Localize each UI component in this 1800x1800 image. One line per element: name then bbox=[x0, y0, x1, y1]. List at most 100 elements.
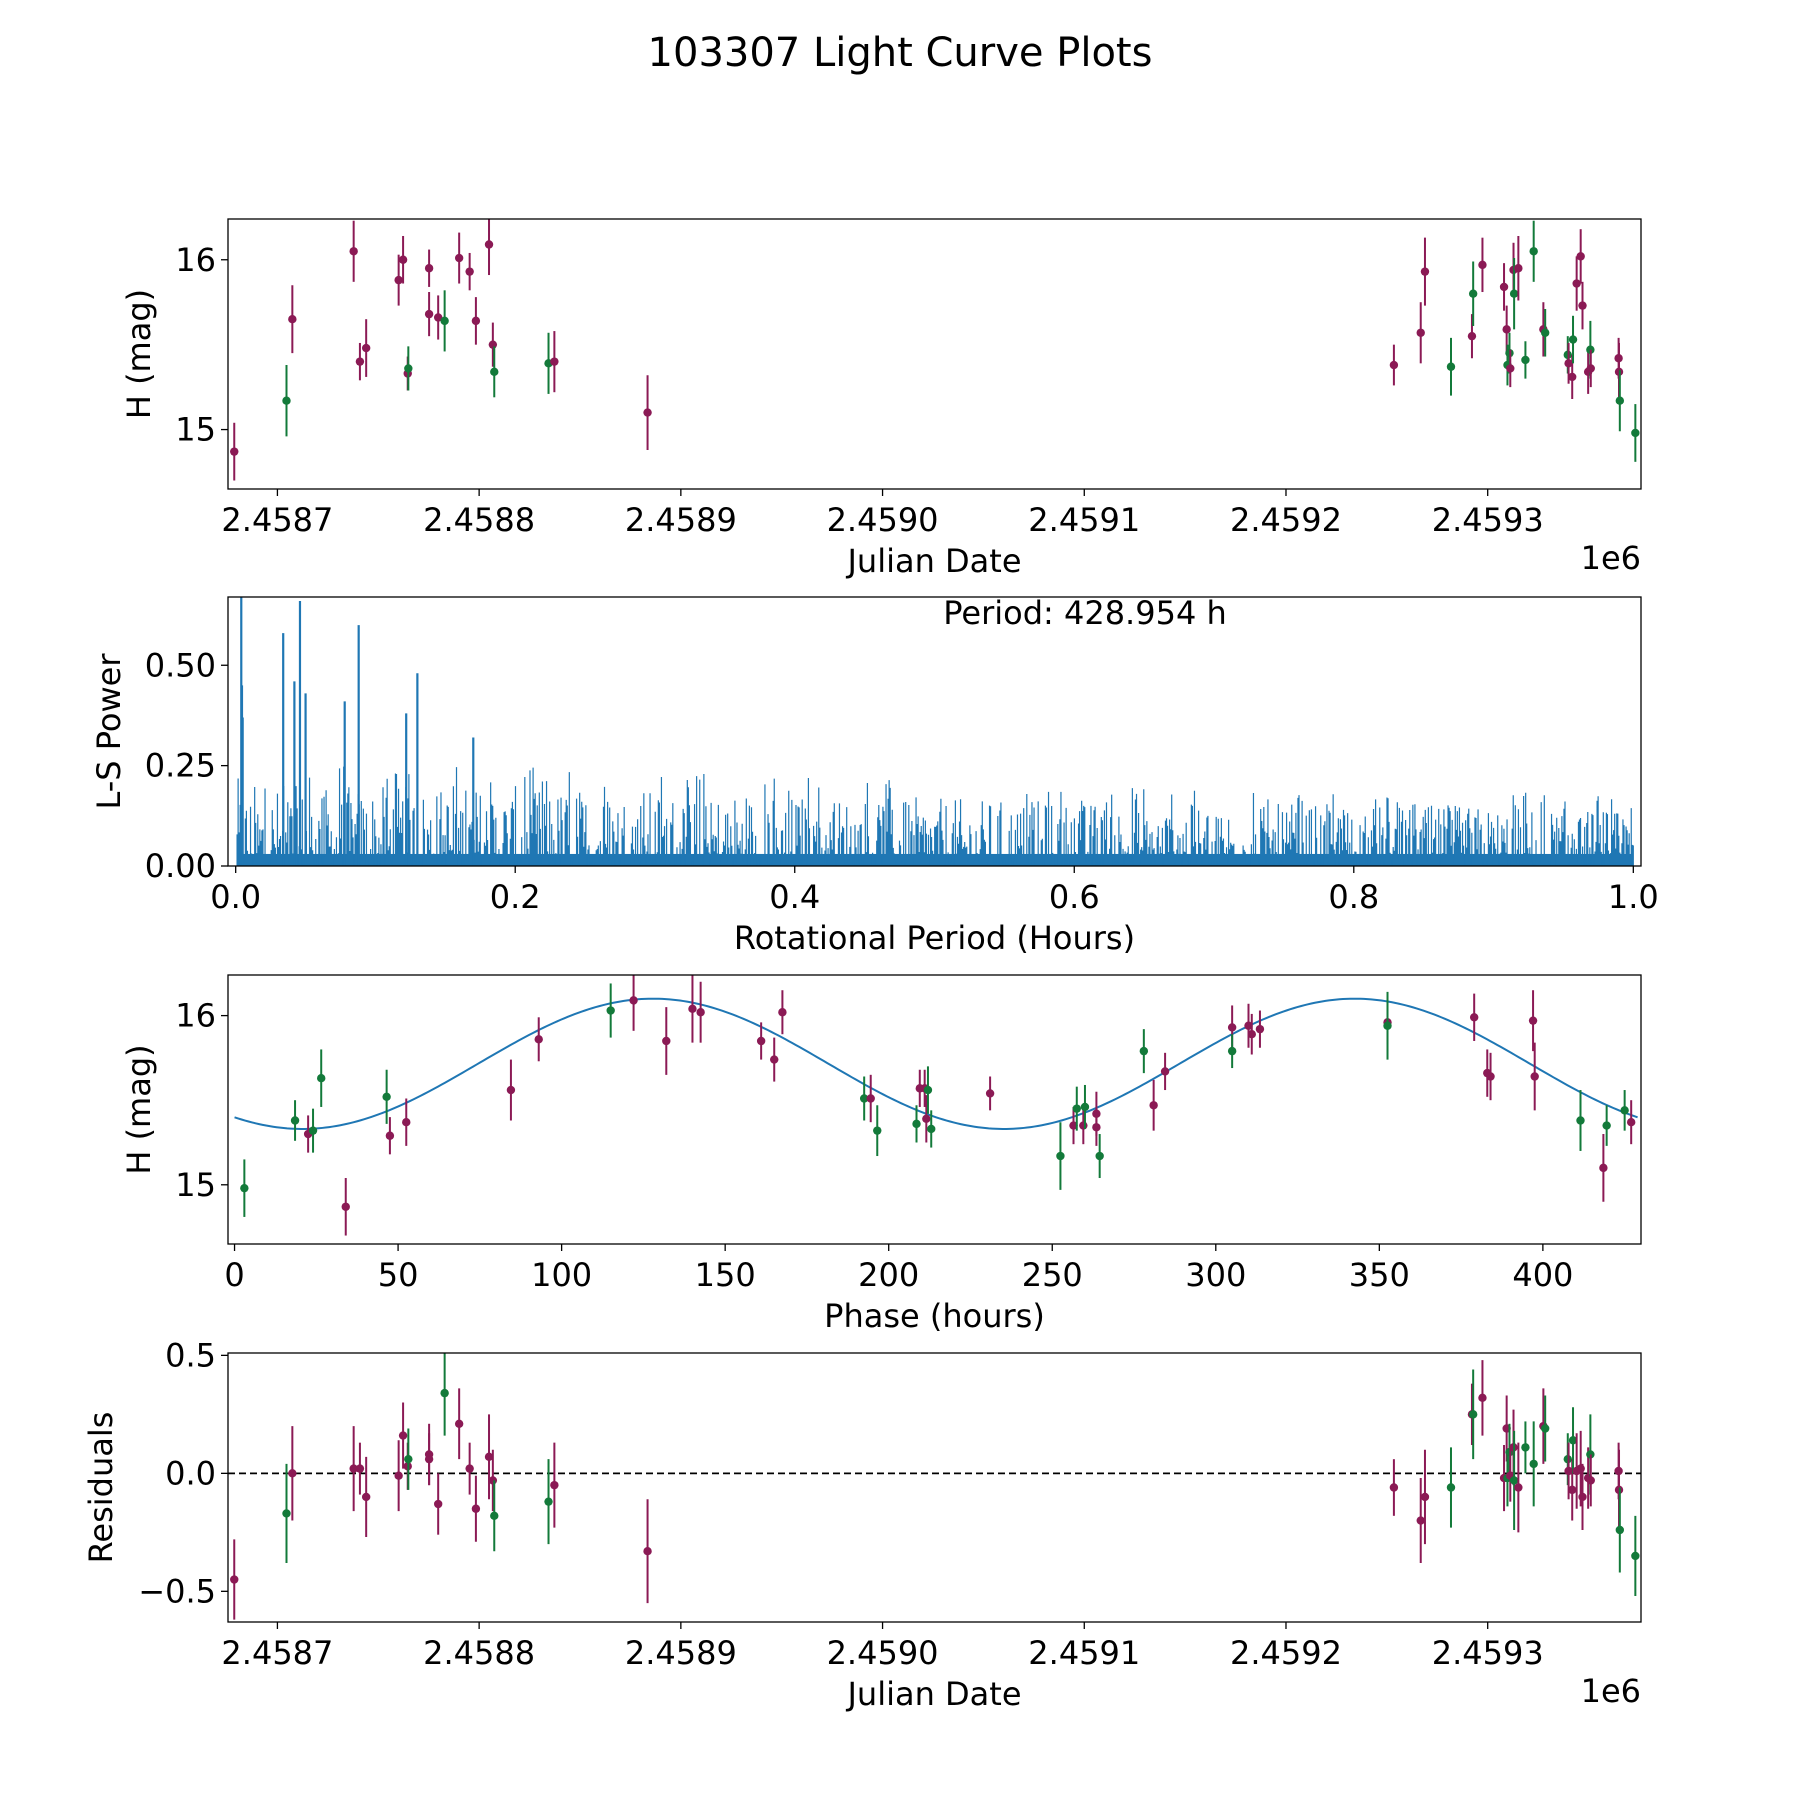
residuals-marker bbox=[1576, 1464, 1585, 1473]
residuals-marker bbox=[544, 1497, 553, 1506]
phased-data-point bbox=[1069, 1106, 1078, 1145]
phased-marker bbox=[922, 1114, 931, 1124]
lightcurve-marker bbox=[1420, 267, 1430, 276]
phased-marker bbox=[1160, 1067, 1170, 1076]
phased-x-tick-label: 200 bbox=[858, 1256, 919, 1294]
phased-marker bbox=[1626, 1117, 1636, 1127]
residuals-data-point bbox=[1468, 1369, 1478, 1460]
residuals-x-tick-label: 2.4593 bbox=[1432, 1634, 1544, 1672]
phased-x-tick-label: 50 bbox=[378, 1256, 419, 1294]
lightcurve-marker bbox=[1540, 328, 1550, 337]
phased-data-point bbox=[1626, 1100, 1636, 1145]
lightcurve-marker bbox=[1502, 325, 1511, 334]
phased-marker bbox=[696, 1008, 705, 1017]
phased-marker bbox=[1576, 1116, 1585, 1125]
lightcurve-x-axis-label: Julian Date bbox=[845, 542, 1021, 580]
phased-data-point bbox=[382, 1069, 391, 1124]
phased-data-point bbox=[606, 983, 615, 1038]
lightcurve-marker bbox=[1568, 372, 1577, 382]
residuals-data-point bbox=[550, 1442, 559, 1528]
residuals-y-tick-label: 0.0 bbox=[165, 1454, 216, 1492]
residuals-data-point bbox=[1568, 1407, 1578, 1474]
residuals-marker bbox=[404, 1454, 413, 1464]
lightcurve-marker bbox=[424, 264, 434, 273]
residuals-marker bbox=[454, 1419, 464, 1428]
phased-data-point bbox=[922, 1095, 931, 1143]
lightcurve-data-point bbox=[1389, 344, 1399, 386]
residuals-marker bbox=[1478, 1393, 1487, 1403]
lightcurve-marker bbox=[1446, 362, 1456, 371]
residuals-data-point bbox=[1615, 1487, 1625, 1573]
phased-marker bbox=[382, 1092, 391, 1102]
lightcurve-marker bbox=[424, 309, 434, 319]
residuals-data-point bbox=[230, 1539, 239, 1620]
lightcurve-data-point bbox=[1467, 314, 1477, 359]
residuals-marker bbox=[484, 1452, 494, 1462]
phased-data-point bbox=[866, 1074, 875, 1123]
lightcurve-data-point bbox=[394, 254, 403, 306]
lightcurve-marker bbox=[454, 253, 464, 263]
phased-marker bbox=[1620, 1106, 1629, 1115]
lightcurve-data-point bbox=[1468, 261, 1478, 326]
lightcurve-data-point bbox=[282, 365, 291, 437]
phased-marker bbox=[1244, 1021, 1253, 1030]
residuals-marker bbox=[1514, 1483, 1523, 1492]
phased-data-point bbox=[1602, 1105, 1611, 1146]
residuals-x-tick-label: 2.4587 bbox=[221, 1634, 333, 1672]
phased-marker bbox=[402, 1117, 411, 1127]
plot-panels: 2.4587 2.4588 2.4589 2.4590 2.4591 2.4592 2.45… bbox=[82, 218, 1659, 1713]
phased-data-point bbox=[385, 1117, 395, 1155]
phased-data-point bbox=[1160, 1052, 1170, 1091]
phased-marker bbox=[506, 1085, 516, 1095]
lightcurve-data-point bbox=[643, 375, 652, 450]
residuals-marker bbox=[465, 1464, 474, 1473]
phased-data-point bbox=[1139, 1029, 1149, 1074]
lightcurve-data-point bbox=[1572, 256, 1581, 311]
lightcurve-marker bbox=[288, 314, 297, 324]
residuals-data-point bbox=[484, 1414, 494, 1500]
lightcurve-marker bbox=[1506, 364, 1515, 373]
phased-data-point bbox=[1469, 993, 1479, 1041]
residuals-marker bbox=[440, 1388, 449, 1398]
lightcurve-marker bbox=[1564, 359, 1573, 368]
phased-marker bbox=[385, 1131, 395, 1140]
lightcurve-marker bbox=[1468, 289, 1478, 298]
phased-x-axis-label: Phase (hours) bbox=[824, 1297, 1045, 1335]
residuals-data-point bbox=[1514, 1442, 1523, 1533]
lightcurve-marker bbox=[433, 313, 443, 322]
phased-data-point bbox=[629, 975, 638, 1031]
periodogram-y-tick-label: 0.25 bbox=[145, 747, 216, 785]
phased-marker bbox=[534, 1035, 543, 1044]
lightcurve-marker bbox=[394, 275, 403, 285]
lightcurve-data-point bbox=[1578, 281, 1587, 330]
phased-marker bbox=[1530, 1072, 1539, 1081]
lightcurve-marker bbox=[355, 357, 365, 366]
phased-data-point bbox=[1072, 1086, 1081, 1131]
phased-data-point bbox=[1092, 1091, 1101, 1136]
phased-marker bbox=[1092, 1109, 1101, 1118]
residuals-marker bbox=[1578, 1492, 1587, 1502]
phased-data-point bbox=[1486, 1052, 1495, 1101]
residuals-marker bbox=[1509, 1476, 1519, 1485]
phased-data-point bbox=[1247, 1013, 1256, 1055]
phased-marker bbox=[912, 1119, 921, 1129]
residuals-marker bbox=[550, 1480, 559, 1490]
phased-marker bbox=[317, 1074, 326, 1083]
phased-data-point bbox=[402, 1098, 411, 1146]
phased-marker bbox=[1227, 1023, 1237, 1032]
residuals-marker bbox=[1586, 1476, 1595, 1485]
lightcurve-marker bbox=[440, 316, 449, 326]
lightcurve-data-point bbox=[1568, 315, 1578, 364]
phased-data-point bbox=[1599, 1134, 1608, 1202]
phased-fit-curve bbox=[234, 997, 1638, 1130]
residuals-data-point bbox=[404, 1428, 413, 1490]
lightcurve-data-point bbox=[1509, 258, 1519, 330]
phased-marker bbox=[927, 1124, 936, 1134]
phased-data-point bbox=[756, 1022, 766, 1060]
residuals-data-point bbox=[1578, 1463, 1587, 1530]
phased-marker bbox=[1247, 1030, 1256, 1039]
lightcurve-marker bbox=[1578, 301, 1587, 310]
lightcurve-marker bbox=[1499, 282, 1509, 292]
phased-y-tick-label: 15 bbox=[175, 1166, 216, 1204]
residuals-x-tick-label: 2.4592 bbox=[1230, 1634, 1342, 1672]
